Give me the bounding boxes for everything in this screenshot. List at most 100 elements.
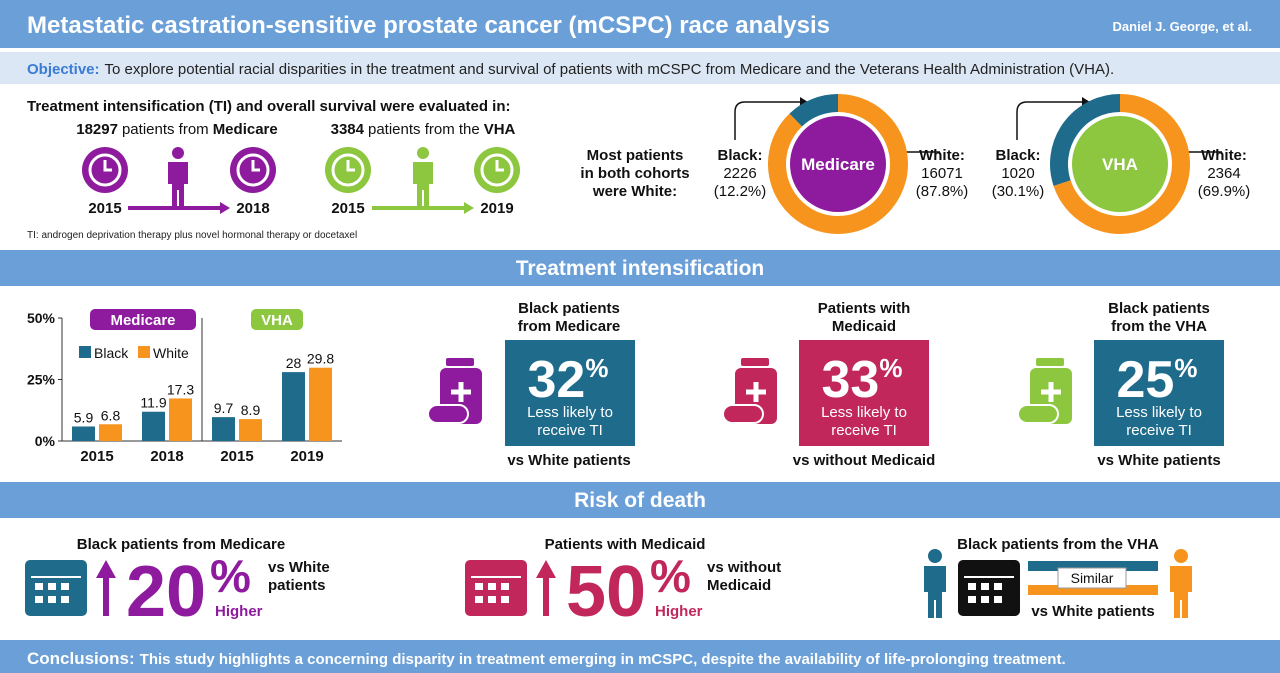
end-year: 2018 xyxy=(236,200,269,217)
comparison: vs White patients xyxy=(1031,603,1154,620)
heading: Patients with xyxy=(818,300,911,317)
heading: from Medicare xyxy=(518,318,621,335)
figure-text: 33% xyxy=(822,351,903,409)
bar-white xyxy=(1028,585,1158,595)
section-title: Risk of death xyxy=(574,489,706,512)
category-label: White: xyxy=(919,147,965,164)
count: 16071 xyxy=(921,165,963,182)
value-label: 28 xyxy=(286,355,302,371)
comparison: vs without Medicaid xyxy=(793,452,936,469)
count: 18297 xyxy=(76,121,118,138)
percent-label: (87.8%) xyxy=(916,183,969,200)
section-title: Treatment intensification xyxy=(516,257,765,280)
comparison: vs White patients xyxy=(1097,452,1220,469)
comparison: vs White xyxy=(268,559,330,576)
x-tick-label: 2015 xyxy=(220,448,253,465)
source: Medicare xyxy=(213,121,278,138)
risk-panel: Black patients from the VHA Similar vs W… xyxy=(924,536,1192,620)
figure: 33 xyxy=(822,351,880,409)
cross xyxy=(1041,382,1061,402)
value-label: 5.9 xyxy=(74,409,94,425)
start-year: 2015 xyxy=(88,200,121,217)
donut-segment xyxy=(768,94,908,234)
y-tick-label: 25% xyxy=(27,372,56,388)
bar xyxy=(212,417,235,441)
up-arrow-head xyxy=(96,560,116,578)
person-icon xyxy=(1170,549,1192,618)
bar xyxy=(142,411,165,441)
figure-text: 25% xyxy=(1117,351,1198,409)
figure-text: 32% xyxy=(528,351,609,409)
desc: Less likely to xyxy=(1116,404,1202,421)
comparison: vs without xyxy=(707,559,781,576)
heading: Black patients from the VHA xyxy=(957,536,1159,553)
text: patients from the xyxy=(368,121,480,138)
legend-label: Black xyxy=(94,345,129,361)
bar xyxy=(169,398,192,441)
category-label: White: xyxy=(1201,147,1247,164)
donut-center xyxy=(1072,116,1168,212)
bar-black xyxy=(1028,561,1158,571)
unit: % xyxy=(1174,353,1197,383)
badge: Similar xyxy=(1071,570,1114,586)
caption-line: in both cohorts xyxy=(580,165,689,182)
group-label: Medicare xyxy=(110,312,175,329)
y-tick-label: 0% xyxy=(35,433,56,449)
objective-label: Objective: xyxy=(27,61,100,78)
heading: Black patients xyxy=(1108,300,1210,317)
unit: % xyxy=(210,550,251,602)
center-label: VHA xyxy=(1102,155,1138,174)
comparison: patients xyxy=(268,577,326,594)
group-label: VHA xyxy=(261,312,293,329)
group-pill xyxy=(251,309,303,330)
percent-label: (30.1%) xyxy=(992,183,1045,200)
caption-line: Most patients xyxy=(587,147,684,164)
objective-band xyxy=(0,52,1280,84)
heading: Black patients xyxy=(518,300,620,317)
calendar-icon xyxy=(465,560,527,616)
vha-timeline xyxy=(325,147,520,214)
bar xyxy=(72,426,95,441)
cohort-line: 3384 patients from the VHA xyxy=(331,121,516,138)
category-label: Black: xyxy=(995,147,1040,164)
value-label: 9.7 xyxy=(214,400,234,416)
percent-label: (12.2%) xyxy=(714,183,767,200)
ti-panel: Black patients from the VHA 25% Less lik… xyxy=(1017,300,1224,469)
medicare-timeline xyxy=(82,147,276,214)
charts: 0% 25% 50% Medicare VHA Black White 2015 5.9 6.8 2… xyxy=(27,94,1250,465)
desc: receive TI xyxy=(1126,422,1192,439)
legend-swatch xyxy=(138,346,150,358)
figure-box xyxy=(799,340,929,446)
donut-center xyxy=(790,116,886,212)
conclusions-text: This study highlights a concerning dispa… xyxy=(140,651,1066,668)
legend-label: White xyxy=(153,345,189,361)
donut-segment xyxy=(789,94,839,127)
author: Daniel J. George, et al. xyxy=(1113,19,1252,34)
heading: Medicaid xyxy=(832,318,896,335)
objective: Objective: To explore potential racial di… xyxy=(27,61,1114,78)
up-arrow-head xyxy=(536,560,556,578)
conclusions-band xyxy=(0,640,1280,673)
count: 2364 xyxy=(1207,165,1240,182)
value-label: 8.9 xyxy=(241,402,261,418)
figure-box xyxy=(505,340,635,446)
header-band xyxy=(0,0,1280,48)
change: Higher xyxy=(655,603,703,620)
footnote: TI: androgen deprivation therapy plus no… xyxy=(27,230,357,241)
bar xyxy=(309,367,332,441)
desc: Less likely to xyxy=(821,404,907,421)
person-icon xyxy=(924,549,946,618)
value-label: 17.3 xyxy=(167,381,194,397)
heading: Patients with Medicaid xyxy=(545,536,706,553)
category-label: Black: xyxy=(717,147,762,164)
cohort-line: 18297 patients from Medicare xyxy=(76,121,277,138)
ti-panel: Patients with Medicaid 33% Less likely t… xyxy=(722,300,936,469)
end-year: 2019 xyxy=(480,200,513,217)
desc: receive TI xyxy=(537,422,603,439)
title: Metastatic castration-sensitive prostate… xyxy=(27,12,830,39)
y-tick-label: 50% xyxy=(27,310,56,326)
center-label: Medicare xyxy=(801,155,875,174)
value-label: 6.8 xyxy=(101,407,121,423)
